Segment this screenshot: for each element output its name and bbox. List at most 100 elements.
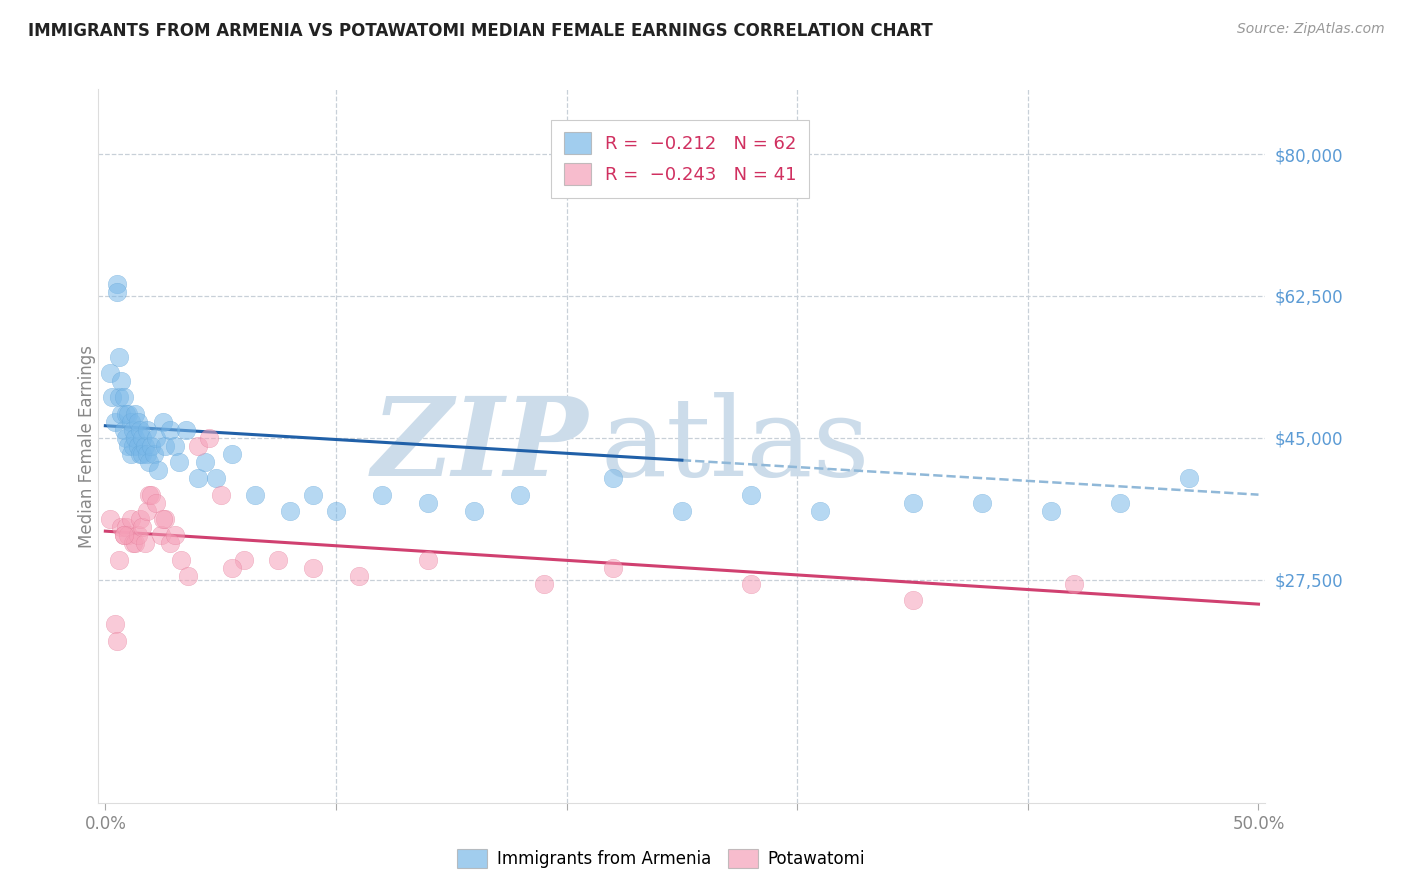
Point [159, 536, 181, 550]
Point [221, 560, 243, 574]
Point [138, 455, 160, 469]
Point [127, 415, 149, 429]
Legend: Immigrants from Armenia, Potawatomi: Immigrants from Armenia, Potawatomi [450, 842, 872, 875]
Point [145, 431, 167, 445]
Point [371, 488, 394, 502]
Text: ZIP: ZIP [373, 392, 589, 500]
Point [105, 285, 128, 299]
Point [129, 447, 152, 461]
Point [112, 528, 135, 542]
Point [135, 423, 157, 437]
Point [117, 439, 139, 453]
Point [170, 552, 193, 566]
Point [145, 496, 167, 510]
Point [177, 568, 200, 582]
Point [131, 431, 153, 445]
Point [138, 488, 160, 502]
Point [740, 488, 762, 502]
Point [103, 415, 125, 429]
Point [124, 536, 146, 550]
Point [1063, 577, 1085, 591]
Point [103, 617, 125, 632]
Point [533, 577, 555, 591]
Point [205, 471, 228, 485]
Point [302, 488, 325, 502]
Point [129, 512, 152, 526]
Point [110, 374, 132, 388]
Point [142, 447, 165, 461]
Point [120, 447, 142, 461]
Point [209, 488, 232, 502]
Legend: R =  −0.212   N = 62, R =  −0.243   N = 41: R = −0.212 N = 62, R = −0.243 N = 41 [551, 120, 810, 198]
Point [115, 407, 138, 421]
Point [127, 439, 149, 453]
Point [418, 552, 440, 566]
Point [148, 463, 170, 477]
Point [232, 552, 254, 566]
Point [124, 431, 146, 445]
Point [134, 439, 156, 453]
Point [193, 455, 215, 469]
Point [509, 488, 531, 502]
Point [740, 577, 762, 591]
Point [122, 423, 145, 437]
Point [325, 504, 347, 518]
Point [159, 423, 181, 437]
Point [135, 447, 157, 461]
Point [152, 512, 174, 526]
Point [163, 528, 186, 542]
Point [112, 423, 135, 437]
Point [117, 528, 139, 542]
Point [108, 552, 131, 566]
Point [105, 277, 128, 291]
Point [122, 536, 145, 550]
Point [163, 439, 186, 453]
Point [101, 390, 124, 404]
Point [970, 496, 993, 510]
Point [98, 512, 121, 526]
Point [115, 520, 138, 534]
Point [141, 488, 163, 502]
Point [602, 471, 624, 485]
Point [149, 528, 172, 542]
Point [901, 593, 924, 607]
Point [108, 350, 131, 364]
Text: atlas: atlas [600, 392, 870, 500]
Y-axis label: Median Female Earnings: Median Female Earnings [79, 344, 96, 548]
Point [245, 488, 267, 502]
Point [602, 560, 624, 574]
Point [135, 504, 157, 518]
Point [110, 407, 132, 421]
Point [1039, 504, 1062, 518]
Point [198, 431, 221, 445]
Point [174, 423, 197, 437]
Point [267, 552, 290, 566]
Point [117, 407, 139, 421]
Point [108, 390, 131, 404]
Point [671, 504, 693, 518]
Text: IMMIGRANTS FROM ARMENIA VS POTAWATOMI MEDIAN FEMALE EARNINGS CORRELATION CHART: IMMIGRANTS FROM ARMENIA VS POTAWATOMI ME… [28, 22, 932, 40]
Point [463, 504, 485, 518]
Point [110, 520, 132, 534]
Point [131, 520, 153, 534]
Point [134, 536, 156, 550]
Point [98, 366, 121, 380]
Point [1109, 496, 1132, 510]
Point [155, 439, 177, 453]
Point [120, 415, 142, 429]
Point [124, 407, 146, 421]
Point [901, 496, 924, 510]
Point [152, 415, 174, 429]
Point [105, 633, 128, 648]
Point [808, 504, 831, 518]
Point [155, 512, 177, 526]
Point [127, 528, 149, 542]
Point [120, 512, 142, 526]
Point [112, 390, 135, 404]
Point [187, 439, 209, 453]
Point [302, 560, 325, 574]
Point [131, 447, 153, 461]
Point [112, 528, 135, 542]
Point [122, 439, 145, 453]
Point [167, 455, 190, 469]
